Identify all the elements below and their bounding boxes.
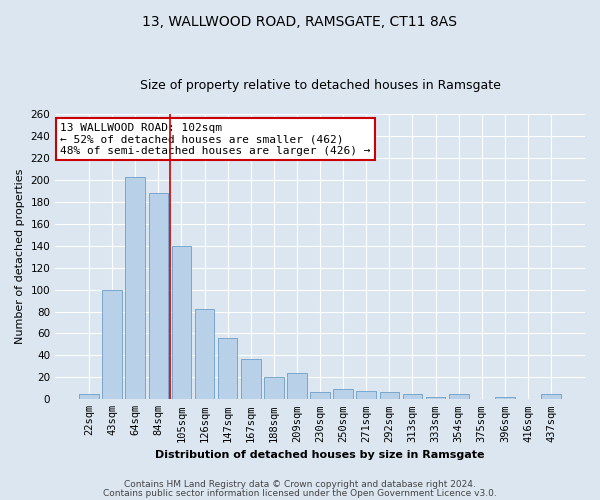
Bar bbox=[172, 246, 191, 400]
Bar bbox=[541, 394, 561, 400]
Text: Contains public sector information licensed under the Open Government Licence v3: Contains public sector information licen… bbox=[103, 488, 497, 498]
Bar bbox=[334, 390, 353, 400]
Text: 13, WALLWOOD ROAD, RAMSGATE, CT11 8AS: 13, WALLWOOD ROAD, RAMSGATE, CT11 8AS bbox=[143, 15, 458, 29]
Bar bbox=[403, 394, 422, 400]
Bar bbox=[495, 397, 515, 400]
Bar bbox=[79, 394, 99, 400]
Bar bbox=[149, 193, 168, 400]
Bar bbox=[218, 338, 238, 400]
Bar bbox=[449, 394, 469, 400]
Bar bbox=[103, 290, 122, 400]
Bar bbox=[264, 378, 284, 400]
Bar bbox=[287, 373, 307, 400]
Bar bbox=[195, 310, 214, 400]
Text: Contains HM Land Registry data © Crown copyright and database right 2024.: Contains HM Land Registry data © Crown c… bbox=[124, 480, 476, 489]
X-axis label: Distribution of detached houses by size in Ramsgate: Distribution of detached houses by size … bbox=[155, 450, 485, 460]
Bar bbox=[310, 392, 330, 400]
Bar bbox=[125, 176, 145, 400]
Bar bbox=[241, 358, 260, 400]
Y-axis label: Number of detached properties: Number of detached properties bbox=[15, 169, 25, 344]
Bar bbox=[426, 397, 445, 400]
Text: 13 WALLWOOD ROAD: 102sqm
← 52% of detached houses are smaller (462)
48% of semi-: 13 WALLWOOD ROAD: 102sqm ← 52% of detach… bbox=[61, 122, 371, 156]
Title: Size of property relative to detached houses in Ramsgate: Size of property relative to detached ho… bbox=[140, 79, 500, 92]
Bar bbox=[356, 390, 376, 400]
Bar bbox=[380, 392, 399, 400]
